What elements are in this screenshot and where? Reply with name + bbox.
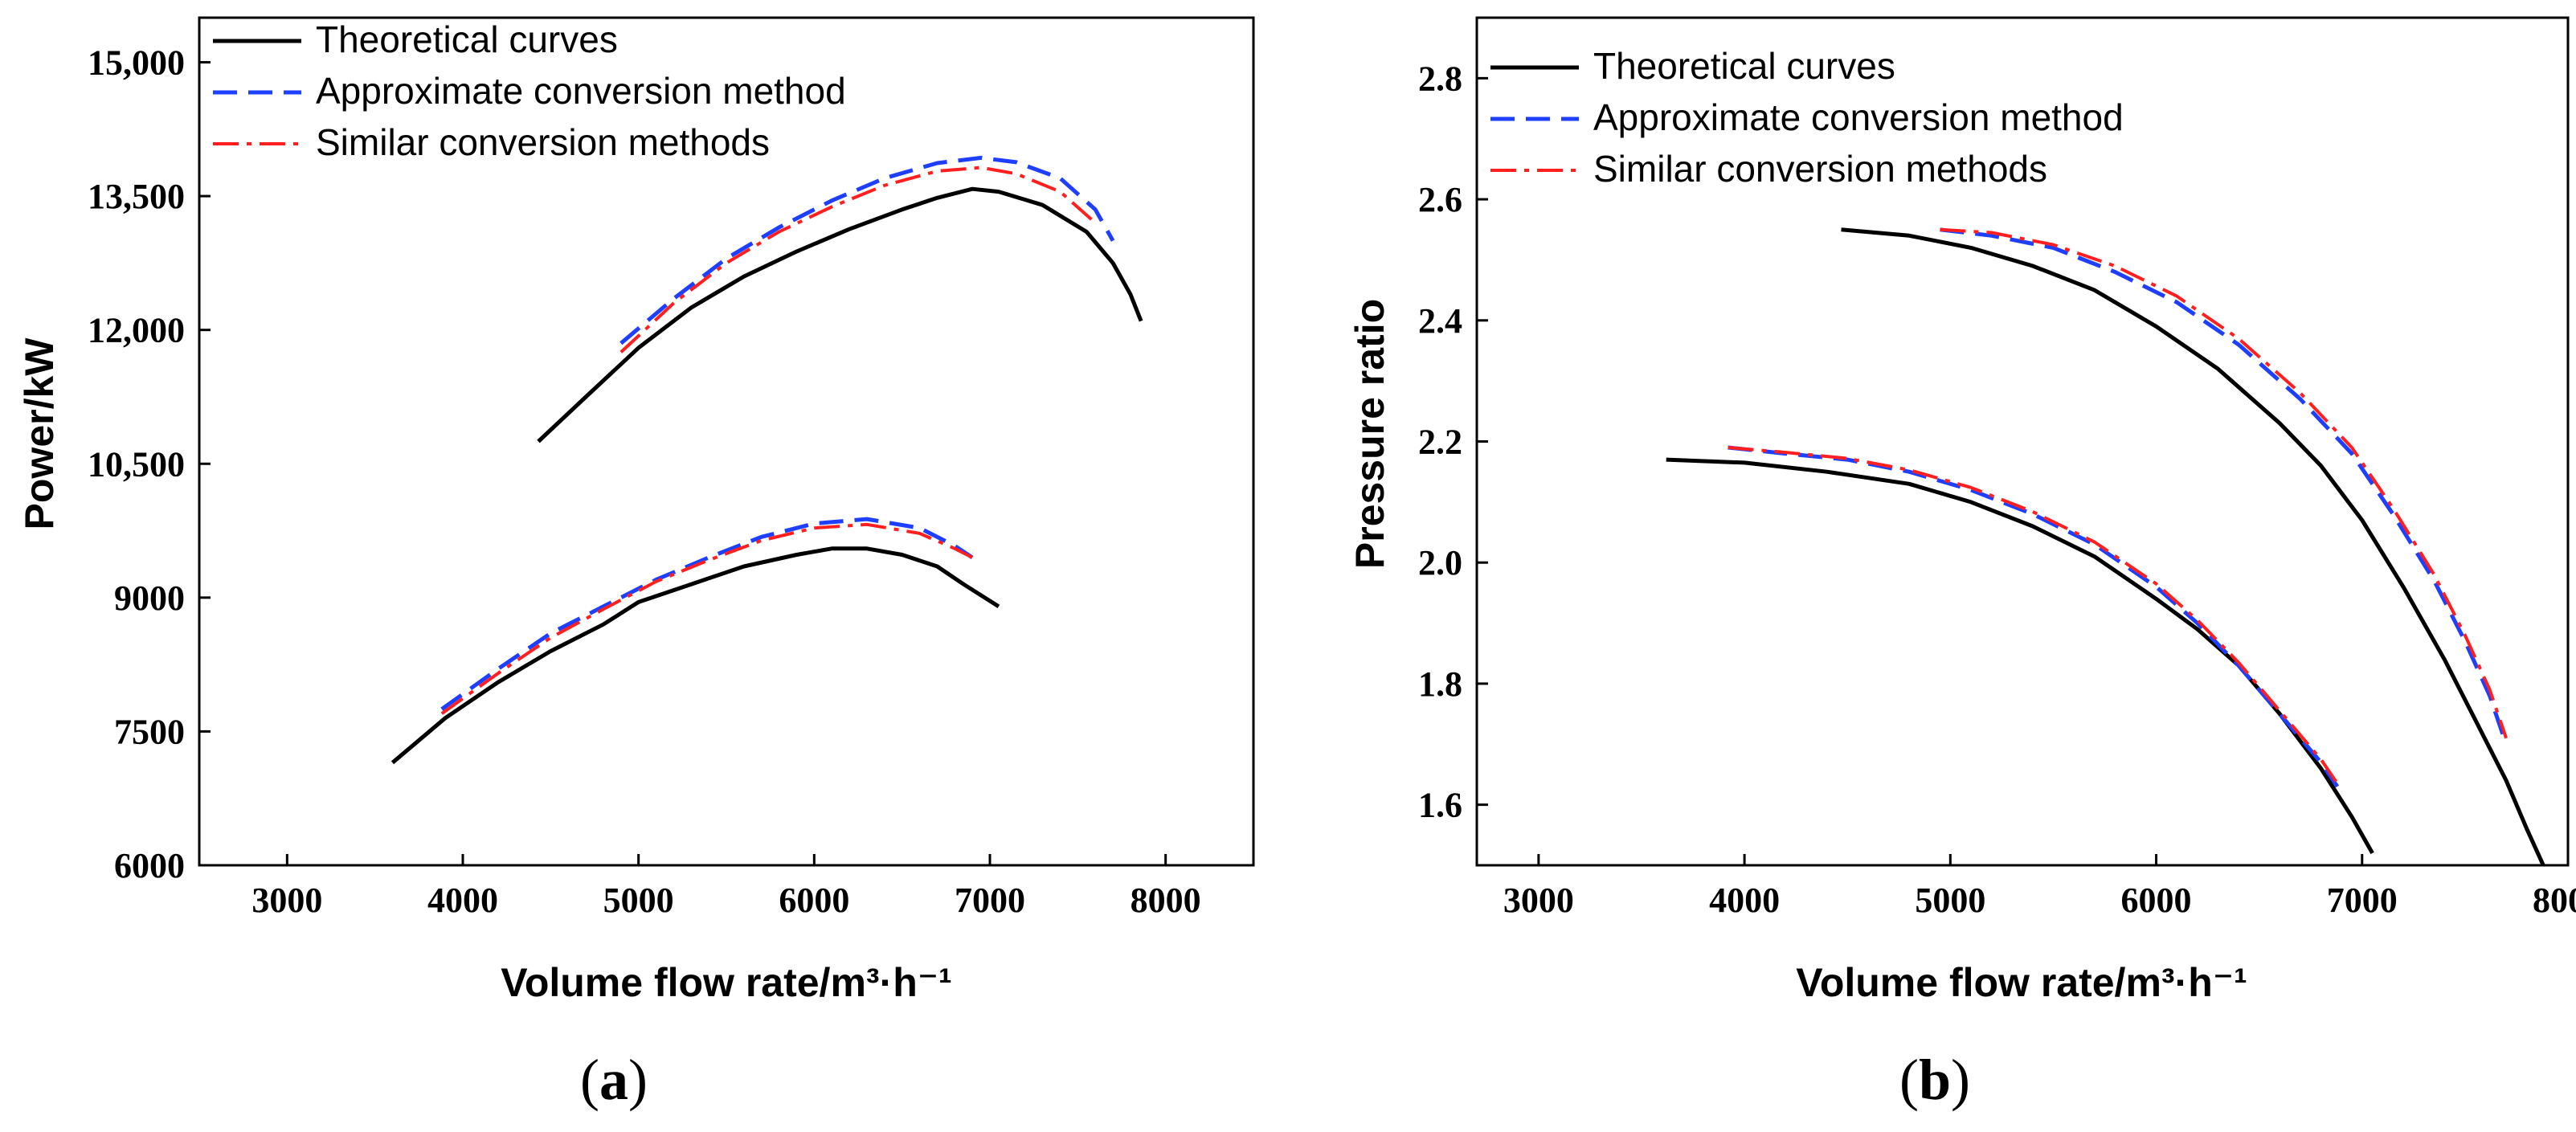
x-tick-label: 5000 (1915, 881, 1985, 920)
y-tick-label: 12,000 (88, 311, 185, 350)
chart-panel-b: 3000 4000 5000 6000 7000 8000 1.6 1.8 2.0 2.2 2.4… (1347, 16, 2576, 1112)
series-line-low-dashed (1728, 445, 2340, 788)
x-tick-label: 6000 (779, 881, 849, 920)
legend-label: Approximate conversion method (316, 70, 846, 112)
series-line-high-solid (1841, 227, 2545, 867)
x-axis-title-b: Volume flow rate/m³·h⁻¹ (1796, 960, 2247, 1005)
x-ticks-b: 3000 4000 5000 6000 7000 8000 (1503, 854, 2576, 920)
y-axis-title-b: Pressure ratio (1347, 299, 1392, 569)
y-tick-label: 13,500 (88, 177, 185, 216)
legend-b: Theoretical curves Approximate conversion… (1490, 45, 2124, 190)
series-line-high-solid (537, 186, 1143, 443)
series-line-low-solid (390, 546, 1000, 765)
x-tick-label: 3000 (1503, 881, 1574, 920)
panel-label-b: (b) (1899, 1048, 1970, 1112)
series-line-high-dashed (1940, 227, 2509, 746)
x-tick-label: 4000 (1709, 881, 1780, 920)
x-tick-label: 4000 (427, 881, 498, 920)
x-tick-label: 7000 (2327, 881, 2398, 920)
series-line-high-dash-dot (619, 166, 1097, 353)
legend-label: Theoretical curves (316, 18, 618, 60)
x-tick-label: 5000 (603, 881, 674, 920)
y-tick-label: 6000 (114, 846, 185, 885)
y-tick-label: 2.0 (1418, 543, 1462, 582)
y-tick-label: 2.8 (1418, 59, 1462, 98)
y-ticks-a: 6000 7500 9000 10,500 12,000 13,500 15,000 (88, 43, 211, 885)
y-tick-label: 2.4 (1418, 301, 1462, 341)
legend-label: Similar conversion methods (1593, 148, 2047, 190)
series-layer-a (390, 155, 1143, 765)
y-tick-label: 10,500 (88, 444, 185, 484)
y-axis-title-a: Power/kW (17, 337, 62, 530)
x-tick-label: 3000 (251, 881, 322, 920)
y-tick-label: 2.6 (1418, 180, 1462, 219)
legend-label: Approximate conversion method (1593, 96, 2124, 138)
plot-area-b: 3000 4000 5000 6000 7000 8000 1.6 1.8 2.0 2.2 2.4… (1418, 16, 2576, 920)
series-line-low-solid (1666, 457, 2374, 855)
series-line-low-dashed (440, 517, 974, 711)
series-line-high-dash-dot (1940, 227, 2508, 739)
y-tick-label: 1.6 (1418, 786, 1462, 825)
panel-letter-b: b (1919, 1048, 1951, 1112)
legend-label: Similar conversion methods (316, 121, 770, 163)
panel-letter-a: a (599, 1048, 628, 1112)
x-ticks-a: 3000 4000 5000 6000 7000 8000 (251, 854, 1201, 920)
series-line-low-dash-dot (440, 522, 974, 715)
series-line-high-dashed (619, 155, 1115, 345)
y-ticks-b: 1.6 1.8 2.0 2.2 2.4 2.6 2.8 (1418, 59, 1488, 825)
x-tick-label: 8000 (2533, 881, 2576, 920)
x-axis-title-a: Volume flow rate/m³·h⁻¹ (501, 960, 952, 1005)
series-line-low-dash-dot (1728, 446, 2339, 785)
legend-a: Theoretical curves Approximate conversion… (213, 18, 846, 163)
y-tick-label: 2.2 (1418, 423, 1462, 462)
panel-label-a: (a) (580, 1048, 648, 1112)
x-tick-label: 7000 (955, 881, 1025, 920)
y-tick-label: 15,000 (88, 43, 185, 83)
x-tick-label: 8000 (1131, 881, 1201, 920)
legend-label: Theoretical curves (1593, 45, 1895, 87)
axis-frame-a (198, 16, 1255, 867)
plot-area-a: 3000 4000 5000 6000 7000 8000 6000 7500 9000 10,… (88, 16, 1255, 920)
x-tick-label: 6000 (2121, 881, 2192, 920)
series-layer-b (1666, 227, 2545, 867)
y-tick-label: 7500 (114, 712, 185, 751)
y-tick-label: 9000 (114, 578, 185, 618)
chart-panel-a: 3000 4000 5000 6000 7000 8000 6000 7500 9000 10,… (17, 16, 1255, 1112)
axis-frame-b (1475, 16, 2570, 867)
y-tick-label: 1.8 (1418, 664, 1462, 704)
